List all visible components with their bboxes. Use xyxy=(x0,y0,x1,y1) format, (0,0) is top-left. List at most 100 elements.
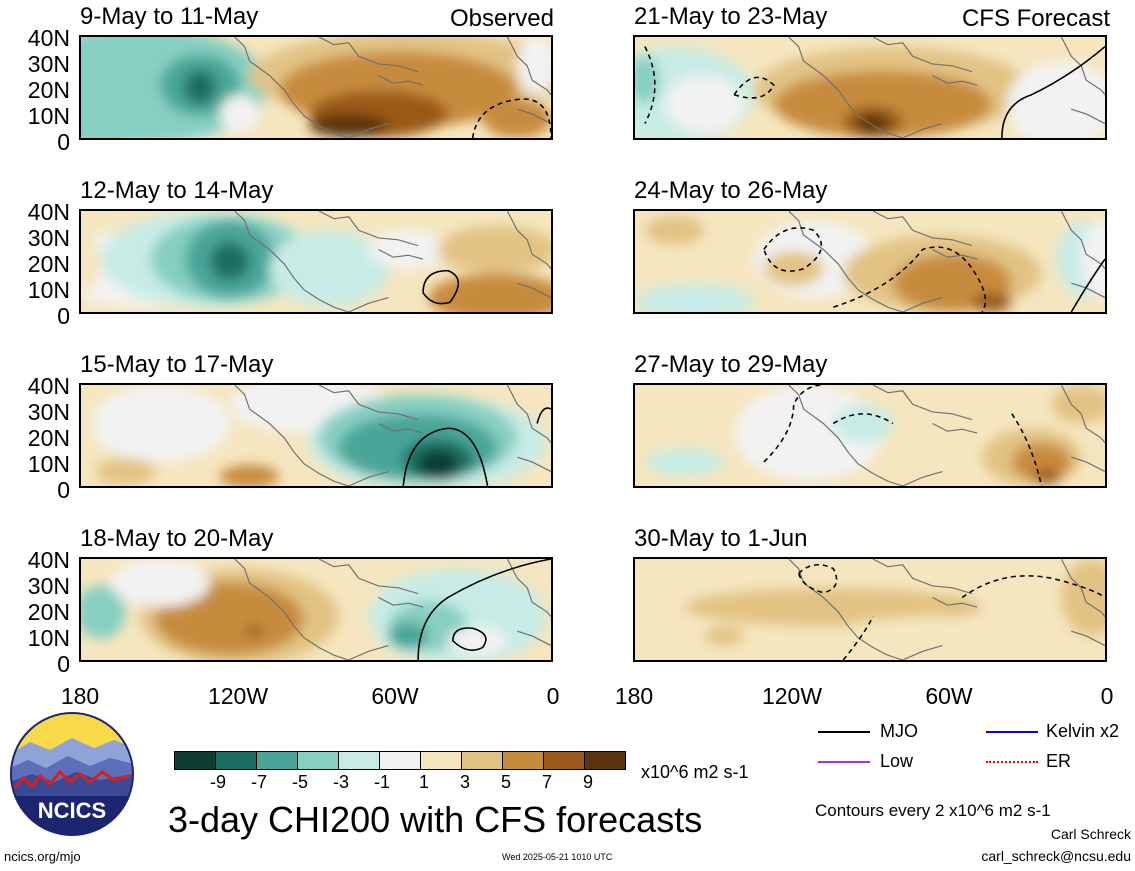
colorbar-box xyxy=(461,751,503,770)
coastline xyxy=(902,645,943,660)
coastline xyxy=(318,559,419,595)
panel-title-obs-3: 15-May to 17-May xyxy=(80,351,274,378)
coastline xyxy=(318,385,419,421)
y-label-eq: 0 xyxy=(57,303,70,329)
anomaly-blob xyxy=(219,94,260,134)
y-label-20n: 20N xyxy=(27,77,70,103)
coastline xyxy=(1060,559,1105,618)
forecast-header: CFS Forecast xyxy=(961,5,1110,32)
anomaly-blob xyxy=(482,99,551,138)
anomaly-blob xyxy=(644,215,705,245)
panel-title-obs-1: 9-May to 11-May xyxy=(80,3,259,30)
colorbar-box xyxy=(297,751,339,770)
legend-label-mjo: MJO xyxy=(880,721,918,741)
coastline xyxy=(234,385,349,486)
coastline xyxy=(348,123,389,138)
coastlines xyxy=(234,211,551,312)
coastlines xyxy=(234,385,551,486)
y-label-10n: 10N xyxy=(27,103,70,129)
anomaly-blob xyxy=(90,385,230,462)
anomaly-blob xyxy=(81,235,101,293)
legend-line-kelvin xyxy=(986,731,1038,733)
coastline xyxy=(378,596,424,608)
legend-line-low xyxy=(818,761,870,763)
anomaly-blob xyxy=(635,56,660,105)
anomaly-map-obs-1 xyxy=(81,37,551,138)
coastline xyxy=(234,37,349,138)
coastline xyxy=(902,471,943,486)
cb-tick: -5 xyxy=(291,772,308,792)
logo-text: NCICS xyxy=(38,798,106,823)
anomaly-shading xyxy=(635,215,1105,312)
coastline xyxy=(378,422,424,434)
map-panel-fcst-3 xyxy=(633,383,1107,488)
anomaly-map-fcst-2 xyxy=(635,211,1105,312)
coastline xyxy=(348,645,389,660)
coastline xyxy=(872,211,973,247)
coastline xyxy=(872,37,973,73)
anomaly-map-obs-2 xyxy=(81,211,551,312)
coastline xyxy=(234,559,349,660)
anomaly-map-fcst-4 xyxy=(635,559,1105,660)
anomaly-blob xyxy=(309,113,389,138)
anomaly-blob xyxy=(388,622,429,650)
colorbar-box xyxy=(338,751,380,770)
observed-header: Observed xyxy=(449,5,554,32)
mjo-contour xyxy=(733,76,775,99)
coastline xyxy=(348,297,389,312)
coastline xyxy=(932,248,978,260)
mjo-contour xyxy=(402,427,489,486)
map-panel-obs-1 xyxy=(79,35,553,140)
colorbar-box xyxy=(420,751,462,770)
coastline xyxy=(506,385,551,444)
mjo-contour xyxy=(763,227,823,272)
anomaly-blob xyxy=(269,230,389,308)
colorbar-box xyxy=(543,751,585,770)
coastline xyxy=(1071,630,1105,647)
anomaly-blob xyxy=(833,404,893,443)
legend-label-er: ER xyxy=(1046,751,1072,771)
colorbar-box xyxy=(215,751,257,770)
ncics-logo: NCICS xyxy=(10,712,134,836)
anomaly-map-obs-4 xyxy=(81,559,551,660)
coastlines xyxy=(788,385,1105,486)
cb-tick: -9 xyxy=(209,772,226,792)
y-label-30n: 30N xyxy=(27,51,70,77)
anomaly-blob xyxy=(1006,61,1105,138)
mjo-contour xyxy=(832,413,894,425)
map-panel-obs-3 xyxy=(79,383,553,488)
mjo-contour xyxy=(417,559,551,660)
coastline xyxy=(872,385,973,421)
coastline xyxy=(506,37,551,96)
anomaly-blob xyxy=(81,99,151,138)
anomaly-blob xyxy=(1051,385,1105,424)
anomaly-blob xyxy=(110,559,210,608)
map-panel-fcst-2 xyxy=(633,209,1107,314)
x-label-60w-right: 60W xyxy=(925,683,973,709)
y-label-10n: 10N xyxy=(27,625,70,651)
x-label-180-left: 180 xyxy=(60,683,100,709)
cb-tick: 3 xyxy=(459,772,470,792)
y-label-40n: 40N xyxy=(27,373,70,399)
coastline xyxy=(902,123,943,138)
coastline xyxy=(506,211,551,270)
panel-title-obs-2: 12-May to 14-May xyxy=(80,177,274,204)
mjo-contour xyxy=(422,269,460,305)
y-label-20n: 20N xyxy=(27,251,70,277)
y-label-30n: 30N xyxy=(27,573,70,599)
site-url: ncics.org/mjo xyxy=(4,849,81,864)
mjo-contour xyxy=(763,385,824,463)
coastline xyxy=(932,74,978,86)
colorbar-box xyxy=(584,751,626,770)
anomaly-blob xyxy=(763,251,824,287)
anomaly-blob xyxy=(437,225,551,274)
x-label-180-right: 180 xyxy=(614,683,654,709)
anomaly-blob xyxy=(219,464,280,486)
anomaly-blob xyxy=(1061,559,1105,636)
y-label-30n: 30N xyxy=(27,399,70,425)
map-panel-obs-2 xyxy=(79,209,553,314)
legend-line-mjo xyxy=(818,731,870,733)
anomaly-shading xyxy=(81,559,548,660)
y-label-40n: 40N xyxy=(27,199,70,225)
colorbar xyxy=(174,751,626,770)
